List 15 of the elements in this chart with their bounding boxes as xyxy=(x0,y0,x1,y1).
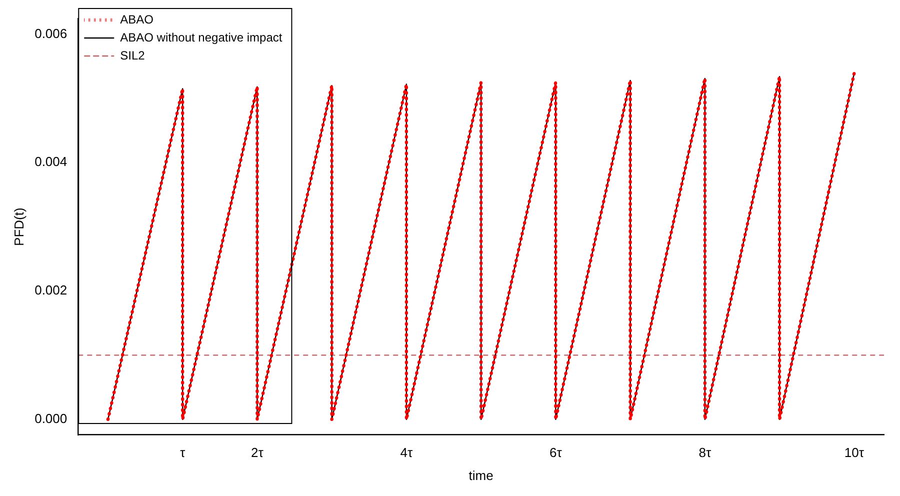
legend-label: ABAO without negative impact xyxy=(120,30,283,44)
x-tick-label: τ xyxy=(180,445,186,460)
legend-label: ABAO xyxy=(120,12,154,26)
y-axis-title: PFD(t) xyxy=(11,208,26,246)
y-tick-label: 0.002 xyxy=(34,282,68,298)
x-tick-label: 10τ xyxy=(844,445,865,460)
legend-label: SIL2 xyxy=(120,48,146,62)
y-tick-label: 0.004 xyxy=(34,154,68,170)
y-tick-label: 0.006 xyxy=(34,26,68,41)
x-tick-label: 2τ xyxy=(251,445,264,460)
x-axis-title: time xyxy=(468,468,494,483)
x-tick-label: 6τ xyxy=(549,445,563,460)
y-tick-label: 0.000 xyxy=(34,410,68,426)
x-tick-label: 8τ xyxy=(698,445,712,460)
x-tick-label: 4τ xyxy=(400,445,414,460)
